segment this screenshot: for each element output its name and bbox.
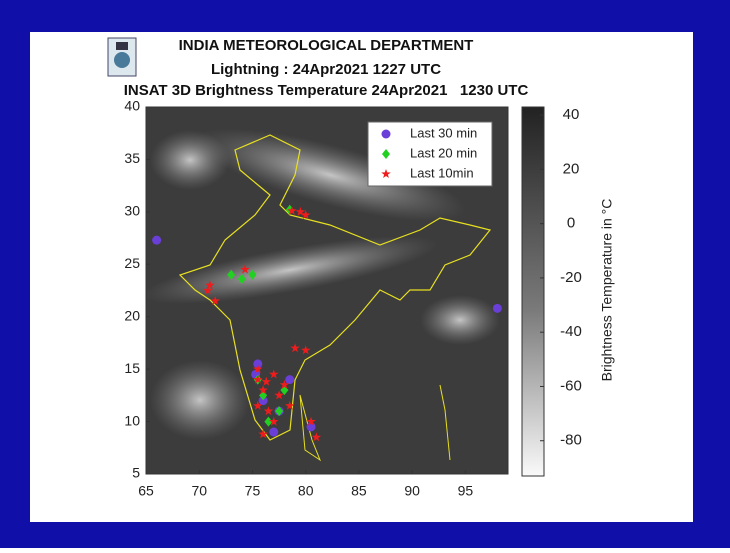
strike: [269, 416, 279, 426]
subtitle: Lightning : 24Apr2021 1227 UTC: [211, 61, 441, 78]
colorbar-tick-label: -80: [560, 432, 582, 449]
strike: [285, 400, 295, 410]
strike: [240, 264, 250, 274]
strike: [492, 303, 502, 313]
colorbar-tick-label: 20: [563, 160, 580, 177]
x-tick-label: 95: [458, 483, 474, 499]
strike: [253, 400, 263, 410]
strike: [290, 343, 300, 353]
colorbar-tick-label: -60: [560, 377, 582, 394]
strike: [248, 269, 257, 280]
colorbar: [521, 106, 545, 477]
logo: [107, 37, 137, 77]
strike: [237, 273, 246, 284]
legend-label: Last 30 min: [410, 125, 477, 140]
colorbar-tick-label: 40: [563, 106, 580, 123]
strike: [258, 396, 268, 406]
strike: [258, 429, 268, 439]
y-tick-label: 5: [132, 465, 140, 481]
x-tick-label: 75: [245, 483, 261, 499]
strike: [227, 269, 236, 280]
strike: [311, 432, 322, 442]
legend-label: Last 10min: [410, 165, 474, 180]
y-tick-label: 35: [124, 150, 140, 166]
x-tick-label: 70: [191, 483, 207, 499]
y-tick-label: 20: [124, 307, 140, 323]
colorbar-tick-label: 0: [567, 215, 575, 232]
strike: [295, 206, 306, 216]
strike: [285, 375, 295, 385]
x-tick-label: 90: [404, 483, 420, 499]
strike: [269, 369, 279, 379]
strike: [306, 416, 316, 426]
y-tick-label: 10: [124, 412, 140, 428]
strike: [287, 205, 297, 215]
colorbar-tick-label: -40: [560, 323, 582, 340]
strike: [258, 385, 268, 395]
strike: [269, 427, 279, 437]
strike: [263, 406, 274, 416]
strike: [253, 364, 263, 374]
strike: [205, 280, 215, 290]
strike: [264, 416, 273, 427]
colorbar-tick-label: -20: [560, 269, 582, 286]
legend-marker: [381, 169, 391, 178]
x-tick-label: 65: [138, 483, 154, 499]
x-tick-label: 80: [298, 483, 314, 499]
y-tick-label: 40: [124, 98, 140, 114]
strike: [210, 296, 220, 305]
strike: [253, 374, 263, 384]
strike: [301, 210, 311, 219]
strike: [301, 345, 311, 355]
colorbar-label: Brightness Temperature in °C: [599, 199, 615, 382]
strike: [152, 235, 162, 245]
strike: [253, 359, 263, 369]
y-tick-label: 15: [124, 360, 140, 376]
legend-marker: [382, 149, 390, 159]
strike: [274, 390, 284, 400]
subtitle: INSAT 3D Brightness Temperature 24Apr202…: [124, 82, 529, 99]
legend-marker: [381, 129, 391, 139]
y-tick-label: 30: [124, 203, 140, 219]
title: INDIA METEOROLOGICAL DEPARTMENT: [179, 37, 474, 54]
strike: [261, 376, 272, 386]
x-tick-label: 85: [351, 483, 367, 499]
strike: [279, 379, 290, 389]
legend-label: Last 20 min: [410, 145, 477, 160]
strike: [203, 285, 213, 295]
strike: [306, 422, 316, 432]
y-tick-label: 25: [124, 255, 140, 271]
strike: [275, 406, 284, 417]
